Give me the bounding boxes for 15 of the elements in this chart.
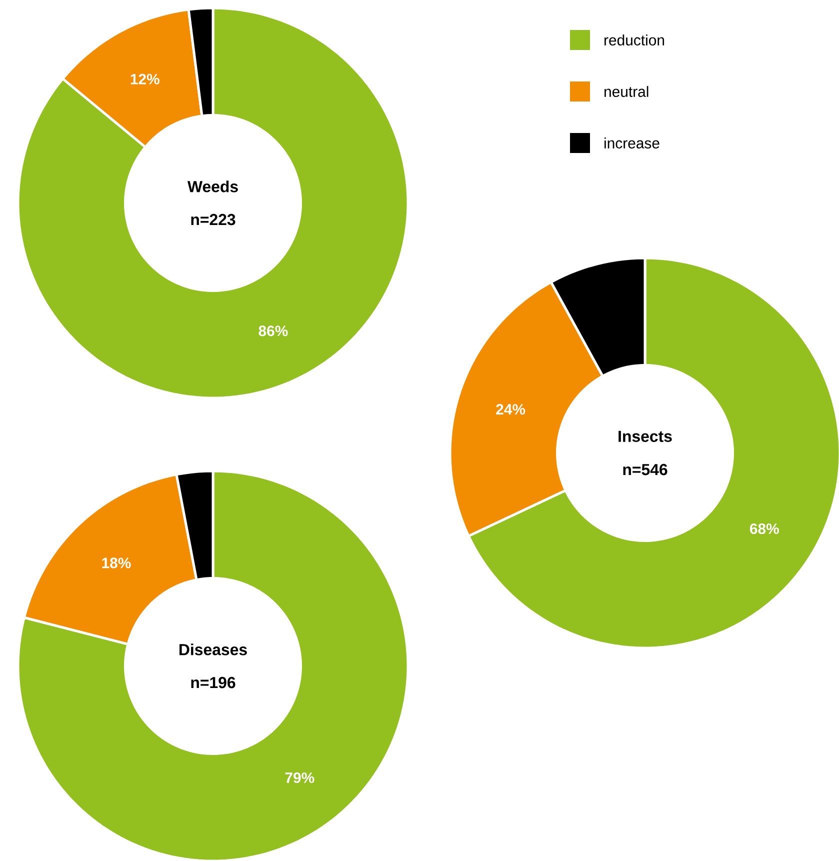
data-label: 86% [258,326,288,336]
text: Insects [618,430,672,442]
text: n=223 [191,214,236,226]
text: n=546 [623,464,668,476]
data-label: 12% [130,74,160,84]
legend-label: neutral [604,86,648,97]
text: Diseases [180,644,247,656]
legend-label: reduction [604,34,664,46]
legend-label: increase [604,138,660,148]
text: n=196 [191,676,236,688]
data-label: 24% [496,404,526,415]
data-label: 18% [102,558,131,568]
data-label: 79% [285,772,314,783]
text: Weeds [187,180,238,192]
data-label: 68% [750,523,779,534]
